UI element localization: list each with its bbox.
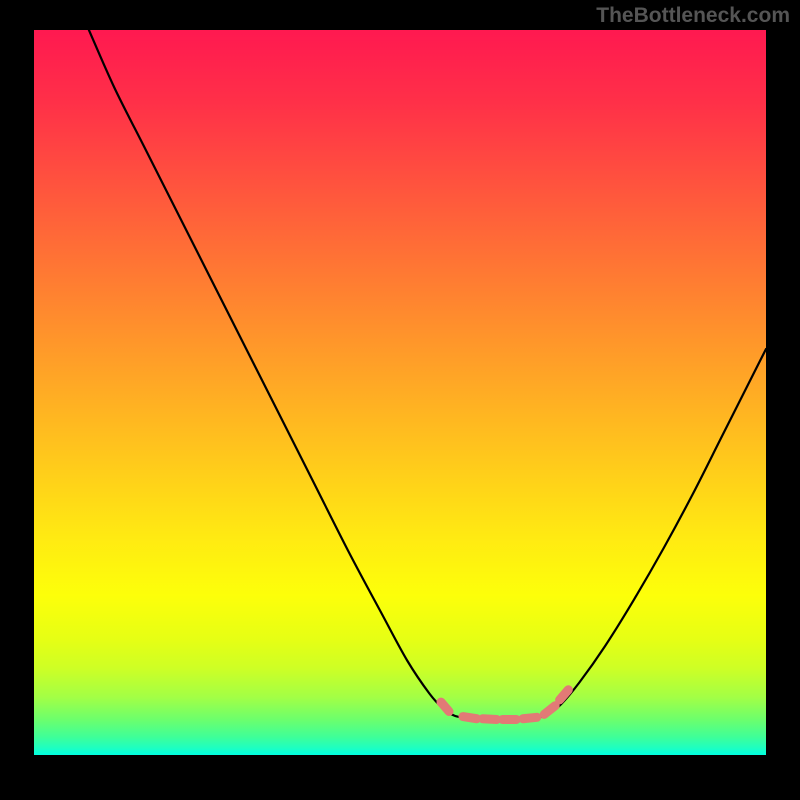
plot-area <box>34 30 766 755</box>
watermark: TheBottleneck.com <box>596 4 790 28</box>
bottleneck-curve <box>34 30 766 755</box>
